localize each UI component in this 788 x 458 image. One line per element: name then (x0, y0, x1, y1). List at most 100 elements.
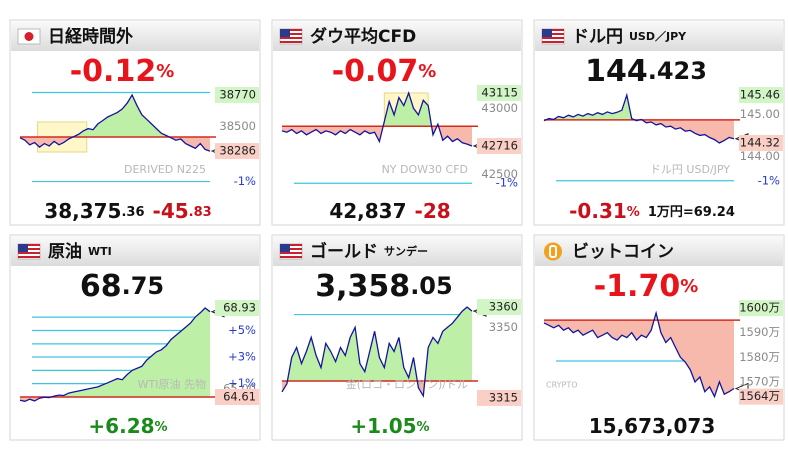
footer: 15,673,073 (589, 414, 716, 438)
flag-stripe (280, 252, 302, 254)
title-bar (11, 21, 259, 51)
flag-stripe (18, 244, 40, 246)
watermark: WTI原油 先物 (138, 377, 206, 391)
watermark: NY DOW30 CFD (382, 163, 468, 176)
flag-stripe (18, 248, 40, 250)
headline-part: .05 (410, 272, 453, 300)
flag-stripe (18, 256, 40, 258)
footer-part: 1万円=69.24 (648, 205, 735, 220)
headline: -0.07% (332, 54, 437, 89)
panel-title: ドル円 USD／JPY (572, 27, 687, 47)
flag-stripe (280, 37, 302, 39)
price-line (19, 93, 211, 152)
area-down (544, 320, 734, 397)
label-bg (477, 138, 521, 155)
price-label: 144.32 (740, 135, 780, 149)
headline: -0.12% (70, 54, 175, 89)
title-text: 日経時間外 (48, 26, 133, 47)
price-label: +3% (228, 350, 256, 364)
flag-stripe (542, 41, 564, 43)
price-label: 43115 (481, 85, 518, 99)
price-line (543, 92, 735, 144)
label-bg (477, 299, 521, 316)
headline: 3,358.05 (315, 269, 452, 304)
area-up (20, 95, 210, 138)
price-label: 42500 (481, 167, 518, 181)
flag-canton (18, 244, 28, 252)
footer-part: % (627, 205, 640, 220)
price-label: 38500 (219, 119, 256, 133)
footer-part: +1.05 (350, 414, 416, 438)
price-label: 64.61 (223, 389, 256, 403)
area-up (20, 308, 210, 397)
footer-part: 38,375 (44, 199, 121, 223)
flag-stripe (280, 248, 302, 250)
headline-part: -1.70 (594, 269, 680, 304)
price-label: 3360 (489, 300, 518, 314)
flag-stripe (542, 33, 564, 35)
price-label: 1590万 (739, 325, 780, 339)
footer-part: -28 (415, 199, 451, 223)
panel-frame (9, 234, 261, 441)
flag-stripe (280, 256, 302, 258)
headline: 68.75 (80, 269, 164, 304)
panel: ダウ平均CFD -0.07% NY DOW30 CFD 43115 43000 42716… (271, 19, 523, 226)
price-label: +5% (228, 323, 256, 337)
panel: ドル円 USD／JPY 144.423 ドル円 USD/JPY 145.46 145.00… (533, 19, 785, 226)
headline-part: .423 (648, 57, 707, 85)
price-label: 38286 (219, 144, 256, 158)
flag-canton (280, 244, 290, 252)
flag-stripe (280, 33, 302, 35)
flag-canton (542, 29, 552, 37)
flag-stripe (542, 29, 564, 31)
title-bar (535, 236, 783, 266)
panel: 日経時間外 -0.12% DERIVED N225 38770 38500 38286 -1… (9, 19, 261, 226)
footer: 38,375.36 -45.83 (44, 199, 211, 223)
flag-stripe (18, 252, 40, 254)
footer: -0.31% 1万円=69.24 (569, 199, 735, 223)
subtitle: USD／JPY (629, 30, 687, 43)
panel-title: ゴールド サンデー (310, 241, 428, 262)
coin-mark (549, 245, 557, 258)
flag-stripe (280, 41, 302, 43)
headline-part: -0.07 (332, 54, 418, 89)
price-label: -1% (234, 174, 256, 188)
price-label: 68.93 (223, 301, 256, 315)
price-label: 38770 (219, 87, 256, 101)
headline-part: -0.12 (70, 54, 156, 89)
label-bg (215, 86, 259, 103)
headline-part: % (418, 61, 436, 82)
title-text: ダウ平均CFD (310, 26, 416, 47)
watermark: DERIVED N225 (124, 163, 206, 176)
price-label: 145.00 (740, 107, 780, 121)
price-label: 145.46 (740, 88, 780, 102)
title-text: 原油 (48, 241, 82, 262)
flag-disc (24, 32, 34, 41)
flag-canton (280, 29, 290, 37)
panel-frame (533, 234, 785, 441)
footer-part: % (417, 420, 430, 435)
watermark: 金(ロコ・ロンドン)/ドル (346, 377, 468, 391)
footer: +1.05% (350, 414, 429, 438)
footer-part: .83 (189, 205, 212, 220)
coin-icon (544, 242, 562, 261)
footer-part: % (155, 420, 168, 435)
headline-part: % (680, 276, 698, 297)
title-text: ドル円 (572, 27, 623, 47)
area-up (282, 93, 472, 127)
headline: -1.70% (594, 269, 699, 304)
footer-part: -45 (153, 199, 189, 223)
footer-part: .36 (121, 205, 144, 220)
label-bg (215, 388, 259, 405)
price-label: 43000 (481, 101, 518, 115)
price-label: -1% (758, 173, 780, 187)
label-bg (739, 388, 783, 405)
footer: +6.28% (88, 414, 167, 438)
headline-part: 144 (585, 54, 648, 89)
label-bg (215, 300, 259, 317)
subtitle: WTI (88, 245, 112, 258)
label-bg (739, 134, 783, 151)
